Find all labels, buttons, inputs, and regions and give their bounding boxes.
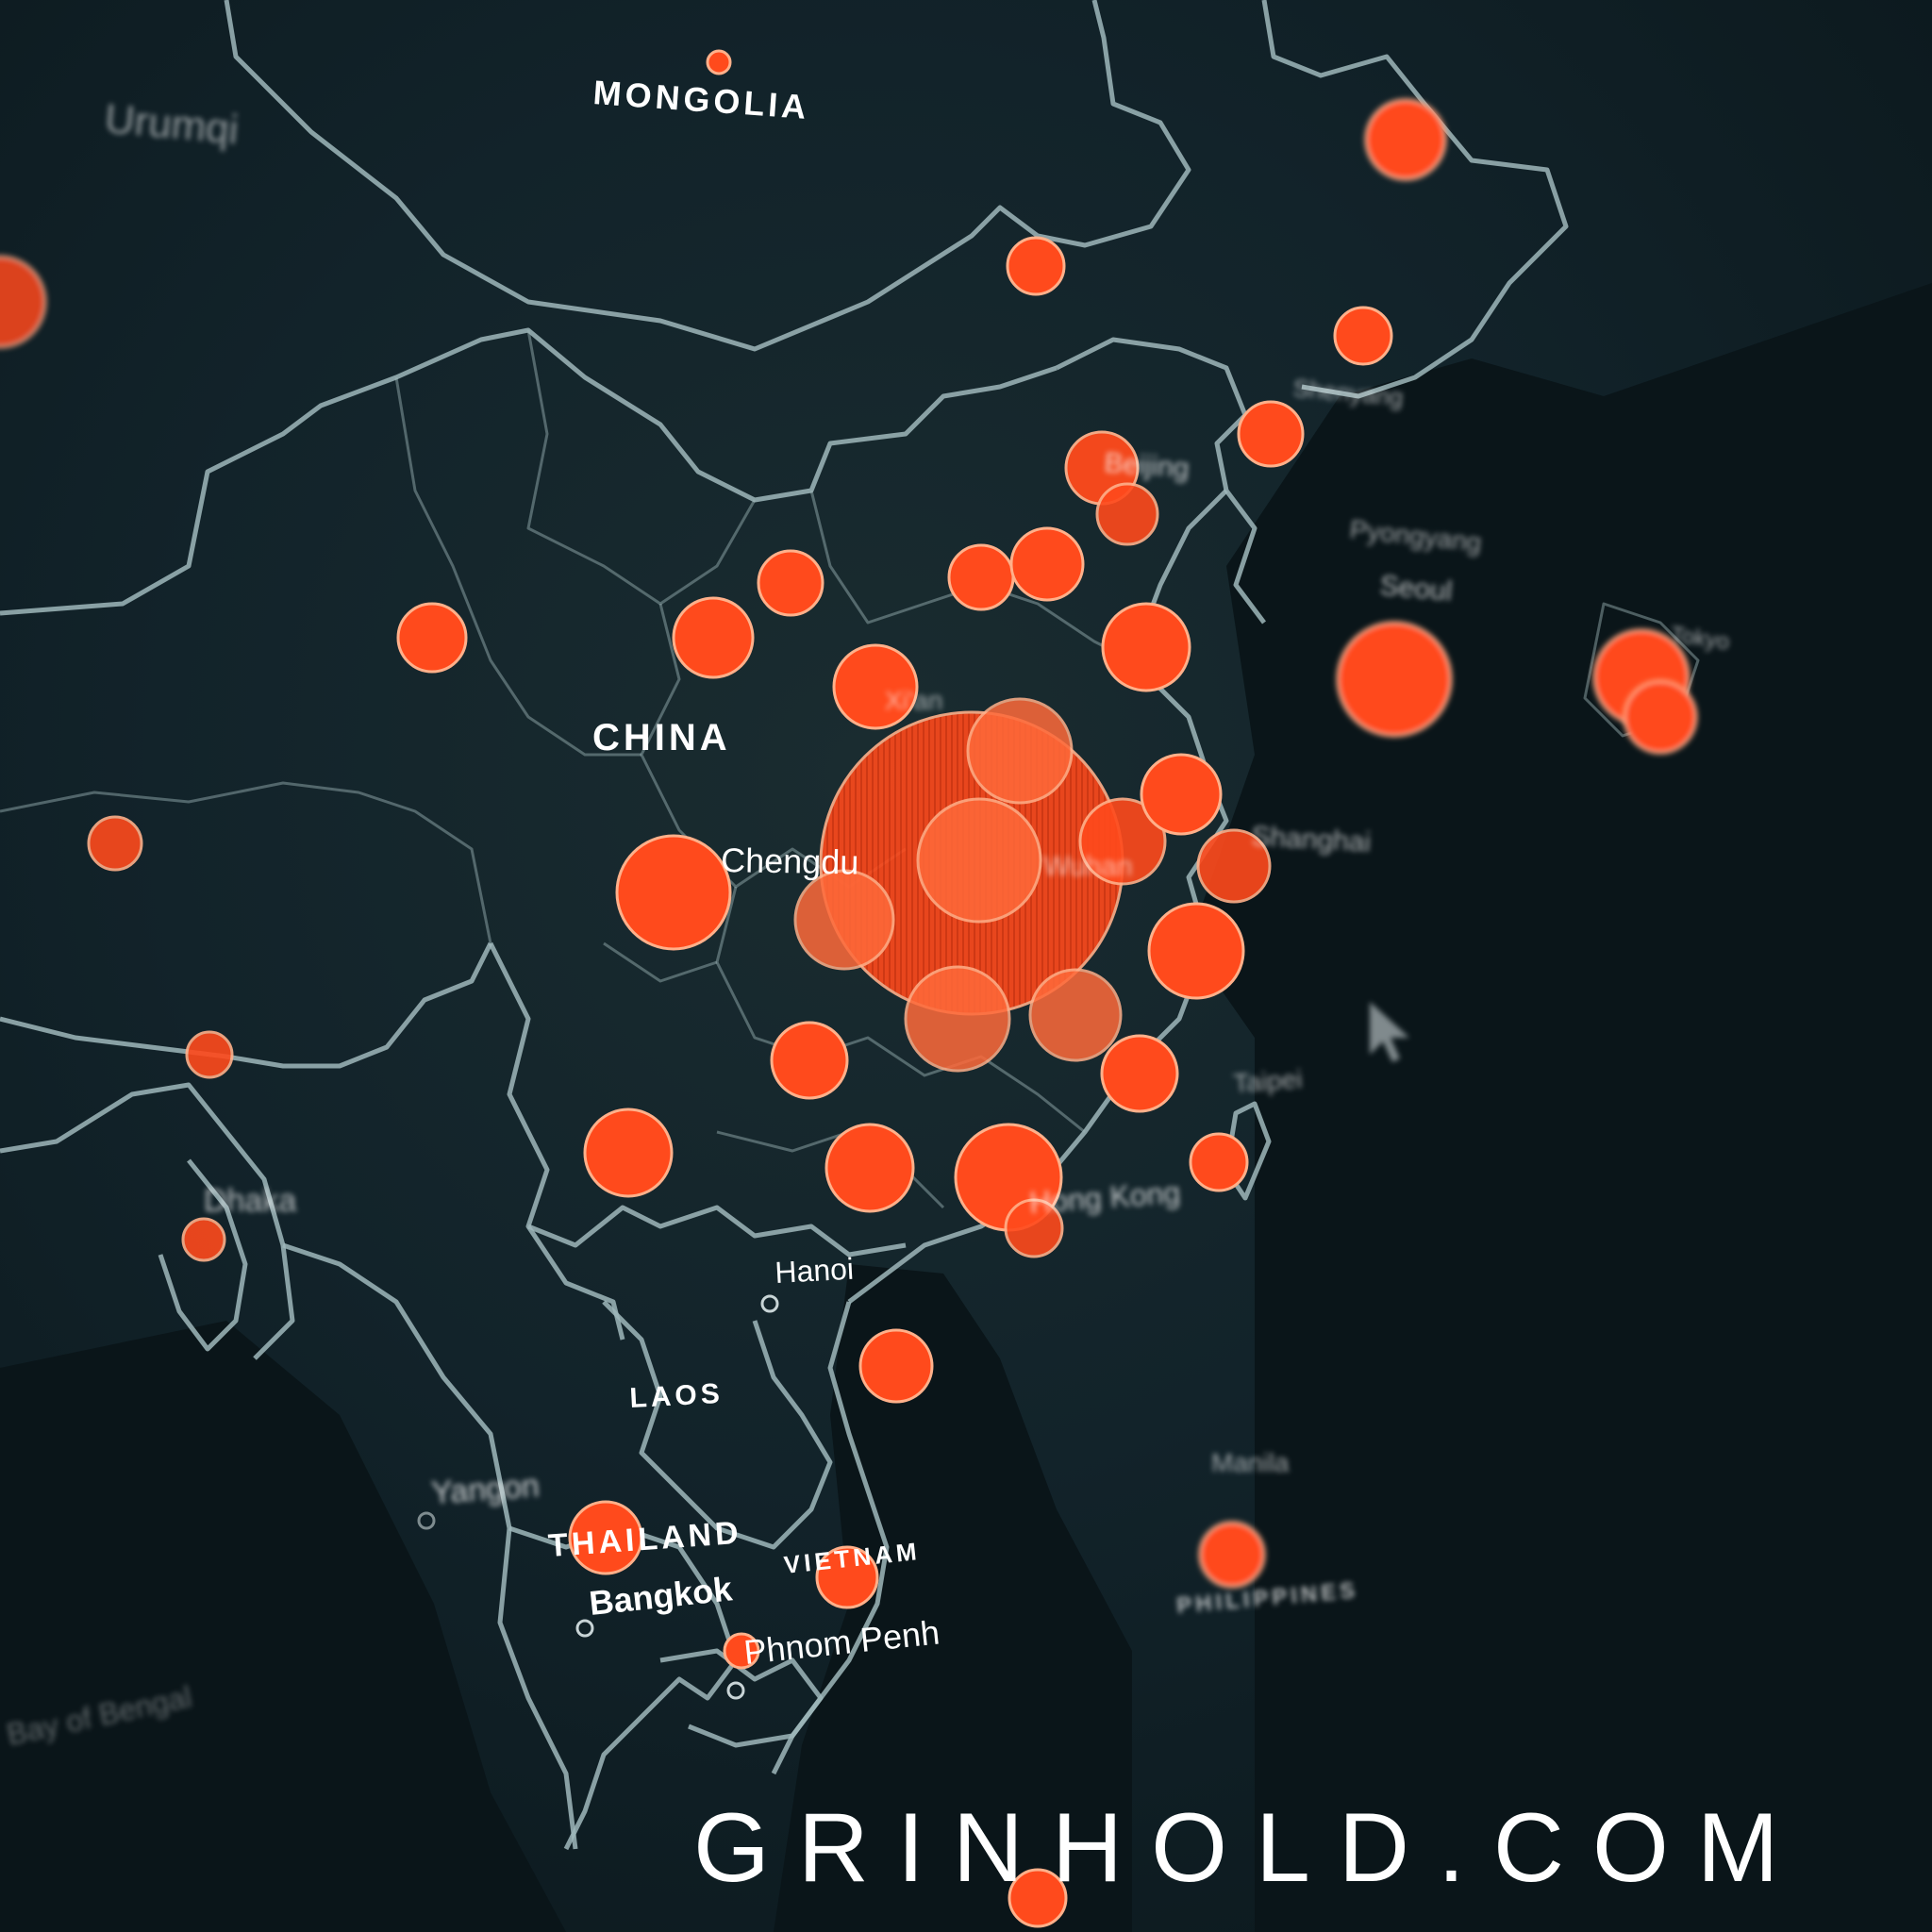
marker-wuhan <box>916 797 1042 924</box>
marker-jiangsu <box>1140 753 1223 836</box>
border-mongolia-north <box>224 0 1191 352</box>
label-hanoi: Hanoi <box>774 1252 854 1290</box>
sea-area <box>1189 283 1932 1932</box>
label-urumqi: Urumqi <box>103 95 241 153</box>
marker-shaanxi <box>832 643 919 730</box>
marker-hunan <box>904 965 1011 1073</box>
marker-henan <box>966 697 1074 805</box>
label-bangkok: Bangkok <box>588 1569 735 1623</box>
border-india <box>0 1082 295 1360</box>
marker-gansu <box>672 596 755 679</box>
label-wuhan: Wuhan <box>1043 851 1133 882</box>
marker-west-edge <box>0 255 47 349</box>
cursor-icon <box>1370 1002 1409 1062</box>
marker-mongolia-dot <box>706 49 732 75</box>
marker-yunnan <box>583 1108 674 1198</box>
marker-shanxi <box>947 543 1015 611</box>
marker-jilin <box>1333 306 1393 366</box>
border-cambodia <box>659 1648 824 1748</box>
marker-jiangxi <box>1028 968 1123 1062</box>
city-points <box>417 1294 779 1700</box>
point-yangon <box>417 1511 436 1530</box>
site-watermark: GRINHOLD.COM <box>693 1793 1807 1903</box>
marker-hainan <box>858 1328 934 1404</box>
marker-phnompenh <box>723 1632 760 1670</box>
marker-chengdu <box>615 834 732 951</box>
south-china-sea <box>774 1264 1132 1932</box>
marker-tibet <box>87 815 143 872</box>
label-xian: Xi'an <box>885 686 942 715</box>
label-taipei: Taipei <box>1232 1064 1303 1098</box>
border-china-northeast <box>1261 0 1569 399</box>
border-china-south <box>527 1205 907 1257</box>
label-seoul: Seoul <box>1378 570 1453 608</box>
marker-shandong <box>1101 602 1191 692</box>
marker-guizhou <box>770 1021 849 1100</box>
border-myanmar <box>282 1242 578 1850</box>
marker-xinjiang <box>396 602 468 674</box>
marker-chongqing <box>793 869 895 971</box>
label-shanghai: Shanghai <box>1251 821 1372 858</box>
point-hanoi <box>760 1294 779 1313</box>
marker-zhejiang <box>1147 902 1245 1000</box>
marker-dhaka <box>181 1217 226 1262</box>
label-chengdu: Chengdu <box>721 841 859 882</box>
marker-shanghai <box>1196 828 1272 904</box>
border-china-west <box>0 327 1058 616</box>
marker-liaoning <box>1237 400 1305 468</box>
marker-guangxi <box>824 1123 915 1213</box>
marker-vietnam <box>815 1545 879 1609</box>
border-laos <box>602 1300 833 1550</box>
marker-hongkong <box>1004 1198 1064 1258</box>
label-laos: LAOS <box>629 1378 724 1414</box>
point-phnompenh <box>726 1681 745 1700</box>
marker-hebei <box>1009 526 1085 602</box>
marker-heilongjiang <box>1364 98 1447 181</box>
marker-manila <box>1198 1521 1266 1589</box>
label-yangon: Yangon <box>430 1468 541 1511</box>
border-himalaya <box>0 941 493 1069</box>
marker-inner-mongolia <box>1006 236 1066 296</box>
point-bangkok <box>575 1619 594 1638</box>
marker-ningxia <box>757 549 824 617</box>
label-manila: Manila <box>1211 1448 1290 1477</box>
label-dhaka: Dhaka <box>204 1183 296 1219</box>
border-korea <box>1055 337 1266 625</box>
label-shenyang: Shenyang <box>1291 374 1404 411</box>
bay-of-bengal-sea <box>0 1321 566 1932</box>
marker-fujian <box>1100 1034 1179 1113</box>
marker-seoul <box>1336 621 1453 738</box>
marker-japan-2 <box>1623 679 1698 755</box>
marker-taipei <box>1189 1132 1249 1192</box>
label-mongolia: MONGOLIA <box>591 73 810 126</box>
label-china: CHINA <box>592 717 731 758</box>
outbreak-markers <box>0 49 1698 1928</box>
border-bangladesh <box>158 1158 248 1352</box>
label-beijing: Beijing <box>1104 447 1191 484</box>
marker-south-bottom <box>1008 1868 1068 1928</box>
marker-nepal <box>185 1030 234 1079</box>
border-china-southwest <box>488 941 625 1341</box>
marker-tianjin <box>1095 482 1159 546</box>
marker-thailand <box>568 1500 643 1575</box>
marker-anhui <box>1078 797 1167 886</box>
